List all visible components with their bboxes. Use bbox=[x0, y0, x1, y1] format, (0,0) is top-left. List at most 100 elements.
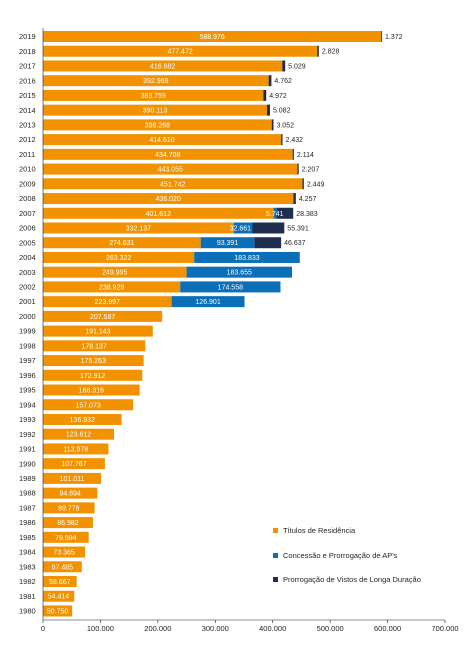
bar-segment bbox=[43, 31, 382, 42]
data-label: 3.052 bbox=[276, 122, 294, 129]
data-label: 588.976 bbox=[199, 34, 224, 41]
data-label: 113.978 bbox=[63, 446, 88, 453]
bar-segment bbox=[267, 104, 270, 116]
bar-segment bbox=[273, 207, 277, 219]
bar-segment bbox=[43, 60, 283, 72]
year-label: 1987 bbox=[19, 503, 36, 512]
data-label: 2.432 bbox=[286, 137, 304, 144]
year-label: 1999 bbox=[19, 327, 36, 336]
data-label: 2.828 bbox=[322, 49, 340, 56]
value-labels: 588.976 1.372 477.472 2.828 416.682 5.029 392.… bbox=[47, 34, 403, 615]
data-label: 401.612 bbox=[146, 211, 171, 218]
year-label: 2011 bbox=[19, 150, 35, 159]
bar-segment bbox=[200, 237, 255, 249]
bar-segment bbox=[297, 163, 299, 175]
data-label: 207.587 bbox=[90, 314, 115, 321]
data-label: 46.637 bbox=[284, 240, 306, 247]
data-label: 332.137 bbox=[126, 225, 151, 232]
bar-segment bbox=[43, 207, 274, 219]
data-label: 451.742 bbox=[160, 181, 185, 188]
bar-segment bbox=[271, 119, 274, 131]
year-label: 1980 bbox=[19, 607, 36, 616]
year-label: 1982 bbox=[19, 577, 36, 586]
bar-segment bbox=[254, 237, 282, 249]
bar-segment bbox=[43, 75, 269, 87]
data-label: 107.767 bbox=[61, 461, 86, 468]
bar-segment bbox=[43, 266, 187, 278]
bar-segment bbox=[43, 487, 98, 499]
year-label: 1988 bbox=[19, 489, 36, 498]
bar-segment bbox=[282, 60, 286, 72]
bar-segment bbox=[292, 148, 294, 160]
bar-segment bbox=[43, 281, 181, 293]
bar-segment bbox=[43, 340, 146, 352]
data-label: 390.113 bbox=[143, 108, 168, 115]
year-label: 2002 bbox=[19, 283, 36, 292]
data-label: 398.268 bbox=[145, 122, 170, 129]
year-label: 1994 bbox=[19, 400, 36, 409]
bar-segment bbox=[43, 148, 293, 160]
data-label: 274.631 bbox=[109, 240, 134, 247]
year-label: 1990 bbox=[19, 459, 36, 468]
year-label: 1996 bbox=[19, 371, 36, 380]
data-label: 58.667 bbox=[49, 579, 71, 586]
data-label: 5.029 bbox=[288, 63, 306, 70]
bar-segment bbox=[43, 355, 144, 367]
bar-segment bbox=[43, 546, 86, 558]
bar-segment bbox=[43, 310, 163, 322]
data-label: 32.661 bbox=[230, 225, 252, 232]
year-label: 2012 bbox=[19, 135, 36, 144]
data-label: 2.449 bbox=[307, 181, 325, 188]
bar-segment bbox=[43, 443, 109, 455]
data-label: 238.929 bbox=[99, 284, 124, 291]
bar-segment bbox=[317, 45, 319, 57]
data-label: 50.750 bbox=[47, 608, 69, 615]
bar-segment bbox=[43, 325, 153, 337]
bar-segment bbox=[43, 296, 172, 308]
year-label: 2005 bbox=[19, 238, 36, 247]
year-label: 1989 bbox=[19, 474, 36, 483]
data-label: 93.391 bbox=[217, 240, 239, 247]
data-label: 249.995 bbox=[102, 270, 127, 277]
year-label: 2015 bbox=[19, 91, 36, 100]
data-label: 175.263 bbox=[81, 358, 106, 365]
bar-segment bbox=[43, 428, 114, 440]
bar-segment bbox=[43, 531, 89, 543]
year-label: 2001 bbox=[19, 297, 36, 306]
year-label: 1997 bbox=[19, 356, 36, 365]
data-label: 392.969 bbox=[143, 78, 168, 85]
bar-segment bbox=[43, 590, 75, 602]
year-label: 1995 bbox=[19, 386, 36, 395]
bar-segment bbox=[43, 369, 143, 381]
data-label: 263.322 bbox=[106, 255, 131, 262]
data-label: 183.833 bbox=[234, 255, 259, 262]
data-label: 4.972 bbox=[269, 93, 287, 100]
bar-segment bbox=[381, 31, 383, 42]
bar-segment bbox=[43, 163, 298, 175]
year-label: 1986 bbox=[19, 518, 36, 527]
bar-segment bbox=[43, 458, 105, 470]
data-label: 443.055 bbox=[158, 167, 183, 174]
data-label: 183.655 bbox=[227, 270, 252, 277]
data-label: 416.682 bbox=[150, 63, 175, 70]
year-label: 2019 bbox=[19, 32, 36, 41]
bar-segment bbox=[293, 193, 296, 205]
bar-segment bbox=[43, 89, 264, 101]
year-label: 1981 bbox=[19, 592, 36, 601]
data-label: 383.759 bbox=[141, 93, 166, 100]
bar-segment bbox=[43, 399, 134, 411]
bar-segment bbox=[268, 75, 272, 87]
bar-segment bbox=[263, 89, 267, 101]
bar-segment bbox=[43, 561, 82, 573]
year-label: 2009 bbox=[19, 179, 36, 188]
year-label: 2004 bbox=[19, 253, 36, 262]
x-tick-label: 0 bbox=[41, 624, 45, 633]
data-label: 28.383 bbox=[296, 211, 318, 218]
data-label: 477.472 bbox=[167, 49, 192, 56]
data-label: 434.708 bbox=[155, 152, 180, 159]
bar-segment bbox=[43, 222, 234, 234]
data-label: 1.372 bbox=[385, 34, 403, 41]
bar-segment bbox=[43, 45, 318, 57]
data-label: 94.694 bbox=[59, 491, 81, 498]
data-label: 67.485 bbox=[52, 564, 74, 571]
